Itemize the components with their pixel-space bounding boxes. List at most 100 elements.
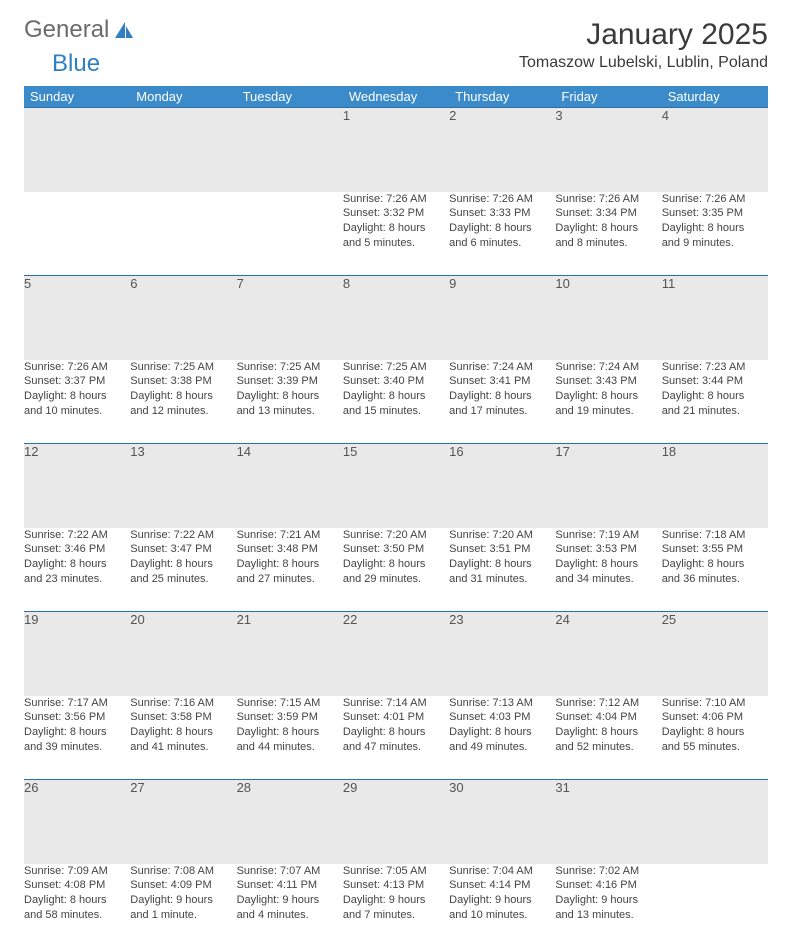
sunset-text: Sunset: 3:40 PM: [343, 374, 449, 389]
day-number-cell: 21: [237, 612, 343, 696]
day-number-cell: 23: [449, 612, 555, 696]
daylight1-text: Daylight: 9 hours: [130, 893, 236, 908]
daylight2-text: and 31 minutes.: [449, 572, 555, 587]
week-info-row: Sunrise: 7:17 AMSunset: 3:56 PMDaylight:…: [24, 696, 768, 780]
day-info-cell: Sunrise: 7:26 AMSunset: 3:35 PMDaylight:…: [662, 192, 768, 276]
day-number-cell: 5: [24, 276, 130, 360]
daylight2-text: and 41 minutes.: [130, 740, 236, 755]
sunset-text: Sunset: 4:08 PM: [24, 878, 130, 893]
daylight1-text: Daylight: 8 hours: [555, 725, 661, 740]
day-info-cell: Sunrise: 7:24 AMSunset: 3:43 PMDaylight:…: [555, 360, 661, 444]
day-number-cell: 28: [237, 780, 343, 864]
sunset-text: Sunset: 4:13 PM: [343, 878, 449, 893]
day-number-cell: 9: [449, 276, 555, 360]
day-info-cell: Sunrise: 7:23 AMSunset: 3:44 PMDaylight:…: [662, 360, 768, 444]
sunset-text: Sunset: 4:09 PM: [130, 878, 236, 893]
sunrise-text: Sunrise: 7:26 AM: [449, 192, 555, 207]
sunrise-text: Sunrise: 7:17 AM: [24, 696, 130, 711]
daylight2-text: and 13 minutes.: [555, 908, 661, 923]
sunrise-text: Sunrise: 7:08 AM: [130, 864, 236, 879]
daylight1-text: Daylight: 8 hours: [130, 557, 236, 572]
day-info-cell: Sunrise: 7:17 AMSunset: 3:56 PMDaylight:…: [24, 696, 130, 780]
day-number-cell: 27: [130, 780, 236, 864]
daylight2-text: and 6 minutes.: [449, 236, 555, 251]
day-info-cell: Sunrise: 7:25 AMSunset: 3:38 PMDaylight:…: [130, 360, 236, 444]
sunrise-text: Sunrise: 7:26 AM: [662, 192, 768, 207]
daylight2-text: and 5 minutes.: [343, 236, 449, 251]
day-info-cell: Sunrise: 7:12 AMSunset: 4:04 PMDaylight:…: [555, 696, 661, 780]
sunset-text: Sunset: 3:34 PM: [555, 206, 661, 221]
daylight2-text: and 36 minutes.: [662, 572, 768, 587]
daylight1-text: Daylight: 8 hours: [130, 389, 236, 404]
day-number-cell: 7: [237, 276, 343, 360]
sunset-text: Sunset: 3:43 PM: [555, 374, 661, 389]
daylight2-text: and 9 minutes.: [662, 236, 768, 251]
day-number-cell: 1: [343, 108, 449, 192]
day-info-cell: [237, 192, 343, 276]
col-saturday: Saturday: [662, 86, 768, 108]
day-info-cell: Sunrise: 7:02 AMSunset: 4:16 PMDaylight:…: [555, 864, 661, 948]
day-info-cell: [662, 864, 768, 948]
daylight1-text: Daylight: 8 hours: [449, 725, 555, 740]
daylight2-text: and 52 minutes.: [555, 740, 661, 755]
daylight1-text: Daylight: 8 hours: [24, 893, 130, 908]
week-number-row: 1234: [24, 108, 768, 192]
sunrise-text: Sunrise: 7:26 AM: [24, 360, 130, 375]
page-header: General January 2025 Tomaszow Lubelski, …: [24, 18, 768, 72]
sunset-text: Sunset: 3:44 PM: [662, 374, 768, 389]
daylight2-text: and 55 minutes.: [662, 740, 768, 755]
day-info-cell: Sunrise: 7:13 AMSunset: 4:03 PMDaylight:…: [449, 696, 555, 780]
day-info-cell: Sunrise: 7:10 AMSunset: 4:06 PMDaylight:…: [662, 696, 768, 780]
sunrise-text: Sunrise: 7:24 AM: [555, 360, 661, 375]
sunset-text: Sunset: 3:56 PM: [24, 710, 130, 725]
sunset-text: Sunset: 3:35 PM: [662, 206, 768, 221]
daylight2-text: and 8 minutes.: [555, 236, 661, 251]
day-info-cell: Sunrise: 7:26 AMSunset: 3:33 PMDaylight:…: [449, 192, 555, 276]
day-number-cell: 12: [24, 444, 130, 528]
sunset-text: Sunset: 3:41 PM: [449, 374, 555, 389]
day-number-cell: 11: [662, 276, 768, 360]
day-info-cell: Sunrise: 7:26 AMSunset: 3:32 PMDaylight:…: [343, 192, 449, 276]
daylight2-text: and 34 minutes.: [555, 572, 661, 587]
daylight2-text: and 21 minutes.: [662, 404, 768, 419]
day-number-cell: 15: [343, 444, 449, 528]
sunset-text: Sunset: 4:01 PM: [343, 710, 449, 725]
sunrise-text: Sunrise: 7:26 AM: [555, 192, 661, 207]
week-number-row: 262728293031: [24, 780, 768, 864]
daylight2-text: and 1 minute.: [130, 908, 236, 923]
day-info-cell: Sunrise: 7:24 AMSunset: 3:41 PMDaylight:…: [449, 360, 555, 444]
week-number-row: 19202122232425: [24, 612, 768, 696]
day-info-cell: Sunrise: 7:22 AMSunset: 3:46 PMDaylight:…: [24, 528, 130, 612]
daylight2-text: and 10 minutes.: [24, 404, 130, 419]
day-number-cell: 20: [130, 612, 236, 696]
day-info-cell: Sunrise: 7:20 AMSunset: 3:50 PMDaylight:…: [343, 528, 449, 612]
daylight1-text: Daylight: 8 hours: [343, 389, 449, 404]
day-info-cell: Sunrise: 7:14 AMSunset: 4:01 PMDaylight:…: [343, 696, 449, 780]
daylight2-text: and 4 minutes.: [237, 908, 343, 923]
sunset-text: Sunset: 3:46 PM: [24, 542, 130, 557]
day-number-cell: [24, 108, 130, 192]
day-number-cell: 24: [555, 612, 661, 696]
sunrise-text: Sunrise: 7:22 AM: [24, 528, 130, 543]
daylight1-text: Daylight: 8 hours: [449, 221, 555, 236]
day-info-cell: Sunrise: 7:21 AMSunset: 3:48 PMDaylight:…: [237, 528, 343, 612]
daylight1-text: Daylight: 8 hours: [555, 221, 661, 236]
day-header-row: Sunday Monday Tuesday Wednesday Thursday…: [24, 86, 768, 108]
day-number-cell: 17: [555, 444, 661, 528]
day-number-cell: 22: [343, 612, 449, 696]
daylight1-text: Daylight: 8 hours: [24, 725, 130, 740]
title-block: January 2025 Tomaszow Lubelski, Lublin, …: [519, 18, 768, 72]
week-info-row: Sunrise: 7:22 AMSunset: 3:46 PMDaylight:…: [24, 528, 768, 612]
col-monday: Monday: [130, 86, 236, 108]
day-info-cell: [130, 192, 236, 276]
sunrise-text: Sunrise: 7:13 AM: [449, 696, 555, 711]
day-number-cell: 8: [343, 276, 449, 360]
week-number-row: 12131415161718: [24, 444, 768, 528]
col-thursday: Thursday: [449, 86, 555, 108]
sunrise-text: Sunrise: 7:19 AM: [555, 528, 661, 543]
daylight2-text: and 47 minutes.: [343, 740, 449, 755]
daylight2-text: and 25 minutes.: [130, 572, 236, 587]
daylight1-text: Daylight: 8 hours: [662, 389, 768, 404]
sunset-text: Sunset: 3:55 PM: [662, 542, 768, 557]
daylight2-text: and 10 minutes.: [449, 908, 555, 923]
